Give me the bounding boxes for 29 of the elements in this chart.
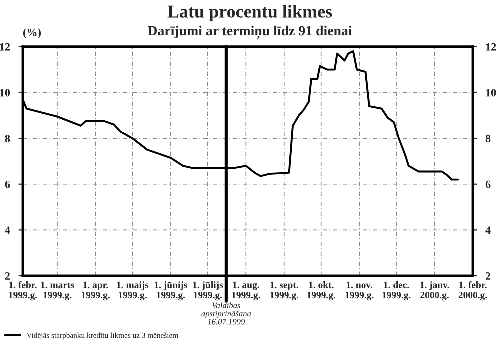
chart-subtitle: Darījumi ar termiņu līdz 91 dienai (148, 26, 352, 40)
x-tick-label: 1. apr. 1999.g. (82, 282, 110, 301)
x-tick-label: 1. janv. 2000.g. (420, 282, 450, 301)
x-tick-label: 1. febr. 1999.g. (9, 281, 38, 301)
y-tick-label: 12 (0, 43, 10, 51)
y-tick-label: 8 (5, 135, 10, 143)
x-tick-label: 1. jūlijs 1999.g. (193, 282, 224, 301)
x-tick-label: 1. sept. 1999.g. (270, 282, 299, 301)
x-tick-label: 1. dec. 1999.g. (382, 282, 411, 301)
y-tick-label: 2 (5, 272, 10, 280)
x-tick-label: 1. marts 1999.g. (41, 282, 74, 301)
y2-tick-label: 6 (486, 180, 491, 188)
y-tick-label: 4 (5, 226, 10, 234)
x-tick-label: 1. febr. 2000.g. (458, 281, 488, 301)
x-tick-label: 1. jūnijs 1999.g. (154, 282, 188, 301)
y2-tick-label: 2 (486, 272, 491, 280)
y-tick-label: 10 (0, 89, 10, 97)
x-tick-label: 1. aug. 1999.g. (232, 282, 260, 301)
y2-tick-label: 8 (486, 135, 491, 143)
y-axis-title: (%) (23, 28, 42, 39)
ref-line-label: Valdības apstiprināšana 16.07.1999 (202, 302, 252, 325)
y2-tick-label: 10 (486, 89, 496, 97)
y2-tick-label: 4 (486, 226, 491, 234)
x-tick-label: 1. okt. 1999.g. (308, 282, 336, 301)
x-tick-label: 1. nov. 1999.g. (346, 282, 374, 301)
x-tick-label: 1. maijs 1999.g. (117, 282, 149, 301)
y-tick-label: 6 (5, 180, 10, 188)
y2-tick-label: 12 (486, 43, 496, 51)
chart-title: Latu procentu likmes (168, 5, 332, 22)
